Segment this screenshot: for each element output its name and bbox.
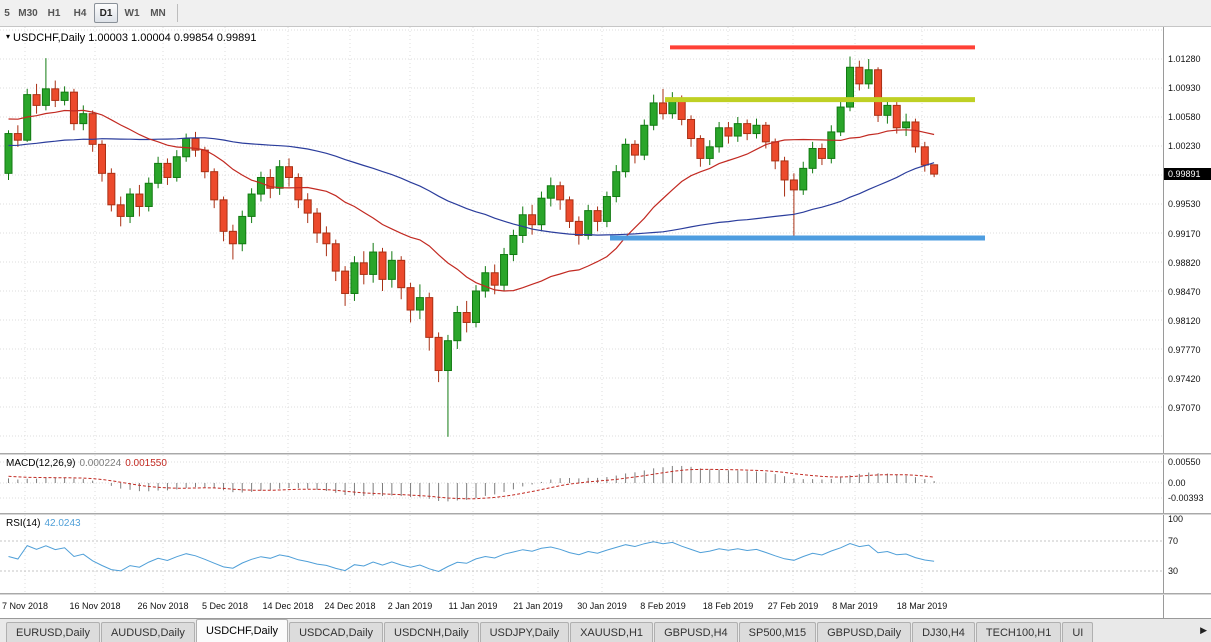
pane-splitter[interactable] (0, 513, 1211, 515)
rsi-scale-label: 70 (1168, 536, 1179, 546)
time-axis[interactable]: 7 Nov 2018 16 Nov 2018 26 Nov 2018 5 Dec 20… (0, 595, 1163, 618)
chart-symbol-label: USDCHF,Daily (13, 32, 86, 44)
price-scale-label: 1.01280 (1168, 54, 1201, 64)
ohlc-high: 1.00004 (131, 32, 171, 44)
date-label: 14 Dec 2018 (262, 601, 314, 611)
chart-tab-usdcnh-daily[interactable]: USDCNH,Daily (384, 622, 479, 642)
price-scale-label: 0.98820 (1168, 257, 1201, 268)
date-label: 11 Jan 2019 (448, 601, 498, 611)
date-label: 26 Nov 2018 (137, 601, 189, 611)
rsi-indicator-pane[interactable] (0, 515, 1163, 593)
date-label: 2 Jan 2019 (387, 601, 433, 611)
current-price-badge: 0.99891 (1164, 168, 1211, 181)
date-label: 16 Nov 2018 (69, 601, 121, 611)
price-scale-label: 0.98120 (1168, 315, 1201, 326)
date-label: 5 Dec 2018 (201, 601, 249, 611)
chart-tab-eurusd-daily[interactable]: EURUSD,Daily (6, 622, 100, 642)
macd-label: MACD(12,26,9) 0.000224 0.001550 (6, 458, 171, 469)
rsi-name: RSI(14) (6, 518, 41, 529)
main-chart-pane[interactable] (0, 27, 1163, 453)
chart-tab-gbpusd-h4[interactable]: GBPUSD,H4 (654, 622, 738, 642)
price-scale-label: 1.00930 (1168, 82, 1201, 93)
rsi-label: RSI(14) 42.0243 (6, 518, 85, 529)
macd-scale-label: 0.00550 (1168, 457, 1201, 467)
ohlc-open: 1.00003 (88, 32, 128, 44)
chart-tab-xauusd-h1[interactable]: XAUUSD,H1 (570, 622, 654, 642)
chart-tab-tech100-h1[interactable]: TECH100,H1 (975, 622, 1062, 642)
date-label: 7 Nov 2018 (1, 601, 49, 611)
timeframe-button-h1[interactable]: H1 (47, 7, 61, 19)
pane-splitter[interactable] (0, 593, 1211, 595)
tabs-scroll-right-icon[interactable]: ▶ (1200, 625, 1207, 635)
price-scale-label: 0.99530 (1168, 198, 1201, 209)
chart-tab-usdcad-daily[interactable]: USDCAD,Daily (289, 622, 384, 642)
price-scale-label: 1.00230 (1168, 140, 1201, 151)
date-label: 24 Dec 2018 (324, 601, 376, 611)
date-label: 8 Feb 2019 (640, 601, 686, 611)
date-label: 27 Feb 2019 (767, 601, 819, 611)
macd-main-value: 0.000224 (79, 458, 122, 469)
price-scale-label: 0.97770 (1168, 344, 1201, 355)
date-label: 8 Mar 2019 (832, 601, 878, 611)
timeframe-button-h4[interactable]: H4 (73, 7, 87, 19)
rsi-value: 42.0243 (44, 518, 81, 529)
timeframe-button-w1[interactable]: W1 (124, 7, 140, 19)
chart-tab-bar: EURUSD,Daily AUDUSD,Daily USDCHF,Daily USDC… (0, 618, 1211, 642)
macd-indicator-pane[interactable] (0, 455, 1163, 513)
chart-window: ▾ USDCHF,Daily 1.00003 1.00004 0.99854 0.… (0, 27, 1211, 618)
macd-scale-label: -0.00393 (1168, 493, 1204, 503)
timeframe-button-mn[interactable]: MN (150, 7, 166, 19)
ohlc-close: 0.99891 (216, 32, 257, 44)
price-scale-label: 0.97070 (1168, 402, 1201, 413)
macd-signal-value: 0.001550 (125, 458, 167, 469)
date-label: 18 Feb 2019 (702, 601, 754, 611)
date-label: 18 Mar 2019 (896, 601, 948, 611)
ohlc-low: 0.99854 (173, 32, 214, 44)
price-scale-label: 0.99170 (1168, 228, 1201, 239)
toolbar-separator (177, 4, 178, 22)
chart-tab-audusd-daily[interactable]: AUDUSD,Daily (100, 622, 195, 642)
rsi-scale-label: 100 (1168, 513, 1184, 524)
timeframe-button-d1[interactable]: D1 (94, 3, 118, 23)
chart-title: ▾ USDCHF,Daily 1.00003 1.00004 0.99854 0.… (6, 32, 256, 44)
macd-name: MACD(12,26,9) (6, 458, 76, 469)
rsi-scale-label: 30 (1168, 566, 1179, 576)
chart-tab-ui[interactable]: UI (1062, 622, 1094, 642)
macd-scale-label: 0.00 (1168, 478, 1186, 488)
date-label: 30 Jan 2019 (577, 601, 627, 611)
pane-splitter[interactable] (0, 453, 1211, 455)
timeframe-button-m30[interactable]: M30 (18, 7, 38, 19)
chart-tab-usdjpy-daily[interactable]: USDJPY,Daily (479, 622, 570, 642)
chart-tab-dj30-h4[interactable]: DJ30,H4 (912, 622, 975, 642)
chart-tab-gbpusd-daily[interactable]: GBPUSD,Daily (817, 622, 912, 642)
price-scale-label: 0.98470 (1168, 286, 1201, 297)
timeframe-toolbar: 5 M30 H1 H4 D1 W1 MN (0, 0, 1211, 27)
price-scale-label: 1.00580 (1168, 111, 1201, 122)
price-scale[interactable]: 1.01280 1.00930 1.00580 1.00230 0.99530 0.991… (1163, 27, 1211, 618)
price-scale-label: 0.97420 (1168, 373, 1201, 384)
chart-tab-usdchf-daily[interactable]: USDCHF,Daily (195, 619, 289, 642)
date-label: 21 Jan 2019 (513, 601, 563, 611)
timeframe-button-5[interactable]: 5 (4, 7, 10, 19)
chart-tab-sp500-m15[interactable]: SP500,M15 (738, 622, 817, 642)
chart-shift-icon: ▾ (6, 32, 11, 41)
